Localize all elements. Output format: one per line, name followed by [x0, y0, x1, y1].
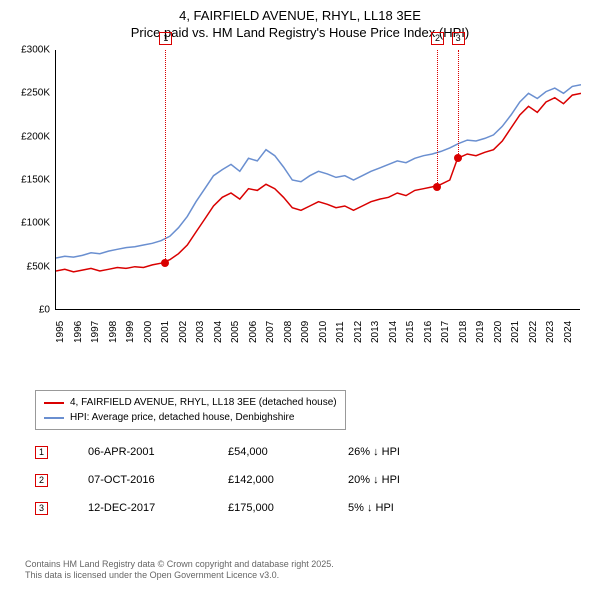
series-property	[56, 93, 581, 272]
y-tick-label: £250K	[5, 88, 50, 99]
y-tick-label: £50K	[5, 261, 50, 272]
title-line-2: Price paid vs. HM Land Registry's House …	[0, 25, 600, 42]
sales-price: £175,000	[228, 502, 348, 514]
x-tick-label: 2006	[248, 321, 250, 343]
x-tick-label: 2002	[178, 321, 180, 343]
x-tick-label: 2012	[353, 321, 355, 343]
x-tick-label: 2004	[213, 321, 215, 343]
x-tick-label: 2024	[563, 321, 565, 343]
marker-line	[437, 50, 438, 187]
legend-label: HPI: Average price, detached house, Denb…	[70, 410, 294, 425]
x-tick-label: 1995	[55, 321, 57, 343]
legend-item: HPI: Average price, detached house, Denb…	[44, 410, 337, 425]
x-tick-label: 2019	[475, 321, 477, 343]
x-tick-label: 2022	[528, 321, 530, 343]
marker-box: 1	[159, 32, 172, 45]
series-svg	[56, 50, 581, 310]
series-hpi	[56, 85, 581, 258]
y-tick-label: £200K	[5, 131, 50, 142]
y-tick-label: £150K	[5, 175, 50, 186]
legend-swatch	[44, 402, 64, 404]
x-tick-label: 1996	[73, 321, 75, 343]
x-tick-label: 2017	[440, 321, 442, 343]
marker-point	[161, 259, 169, 267]
footer-line-2: This data is licensed under the Open Gov…	[25, 570, 334, 582]
sales-diff: 5% ↓ HPI	[348, 502, 468, 514]
x-tick-label: 2010	[318, 321, 320, 343]
sales-date: 07-OCT-2016	[88, 474, 228, 486]
legend: 4, FAIRFIELD AVENUE, RHYL, LL18 3EE (det…	[35, 390, 346, 430]
x-tick-label: 2008	[283, 321, 285, 343]
y-tick-label: £0	[5, 305, 50, 316]
marker-point	[454, 154, 462, 162]
x-tick-label: 2015	[405, 321, 407, 343]
x-tick-label: 2020	[493, 321, 495, 343]
y-tick-label: £300K	[5, 45, 50, 56]
marker-line	[165, 50, 166, 263]
x-tick-label: 2018	[458, 321, 460, 343]
plot-area: 123	[55, 50, 580, 310]
sales-row: 1 06-APR-2001£54,00026% ↓ HPI	[35, 438, 468, 466]
sales-marker: 1	[35, 446, 48, 459]
footer-line-1: Contains HM Land Registry data © Crown c…	[25, 559, 334, 571]
x-tick-label: 2007	[265, 321, 267, 343]
x-tick-label: 2009	[300, 321, 302, 343]
sales-table: 1 06-APR-2001£54,00026% ↓ HPI 2 07-OCT-2016…	[35, 438, 468, 522]
y-tick-label: £100K	[5, 218, 50, 229]
sales-marker: 3	[35, 502, 48, 515]
x-tick-label: 2001	[160, 321, 162, 343]
x-tick-label: 1997	[90, 321, 92, 343]
x-tick-label: 2021	[510, 321, 512, 343]
sales-row: 2 07-OCT-2016£142,00020% ↓ HPI	[35, 466, 468, 494]
x-tick-label: 1998	[108, 321, 110, 343]
x-tick-label: 2023	[545, 321, 547, 343]
sales-price: £54,000	[228, 446, 348, 458]
x-tick-label: 1999	[125, 321, 127, 343]
x-tick-label: 2014	[388, 321, 390, 343]
marker-line	[458, 50, 459, 158]
legend-label: 4, FAIRFIELD AVENUE, RHYL, LL18 3EE (det…	[70, 395, 337, 410]
legend-item: 4, FAIRFIELD AVENUE, RHYL, LL18 3EE (det…	[44, 395, 337, 410]
x-tick-label: 2013	[370, 321, 372, 343]
marker-point	[433, 183, 441, 191]
chart-title-block: 4, FAIRFIELD AVENUE, RHYL, LL18 3EE Pric…	[0, 0, 600, 42]
sales-marker: 2	[35, 474, 48, 487]
x-tick-label: 2003	[195, 321, 197, 343]
sales-diff: 26% ↓ HPI	[348, 446, 468, 458]
title-line-1: 4, FAIRFIELD AVENUE, RHYL, LL18 3EE	[0, 8, 600, 25]
price-chart: £0£50K£100K£150K£200K£250K£300K 123 1995…	[10, 50, 580, 340]
marker-box: 2	[431, 32, 444, 45]
x-tick-label: 2000	[143, 321, 145, 343]
x-tick-label: 2011	[335, 321, 337, 343]
marker-box: 3	[452, 32, 465, 45]
legend-swatch	[44, 417, 64, 419]
x-tick-label: 2005	[230, 321, 232, 343]
sales-date: 12-DEC-2017	[88, 502, 228, 514]
footer-attribution: Contains HM Land Registry data © Crown c…	[25, 559, 334, 582]
sales-price: £142,000	[228, 474, 348, 486]
sales-row: 3 12-DEC-2017£175,0005% ↓ HPI	[35, 494, 468, 522]
x-tick-label: 2016	[423, 321, 425, 343]
sales-date: 06-APR-2001	[88, 446, 228, 458]
sales-diff: 20% ↓ HPI	[348, 474, 468, 486]
